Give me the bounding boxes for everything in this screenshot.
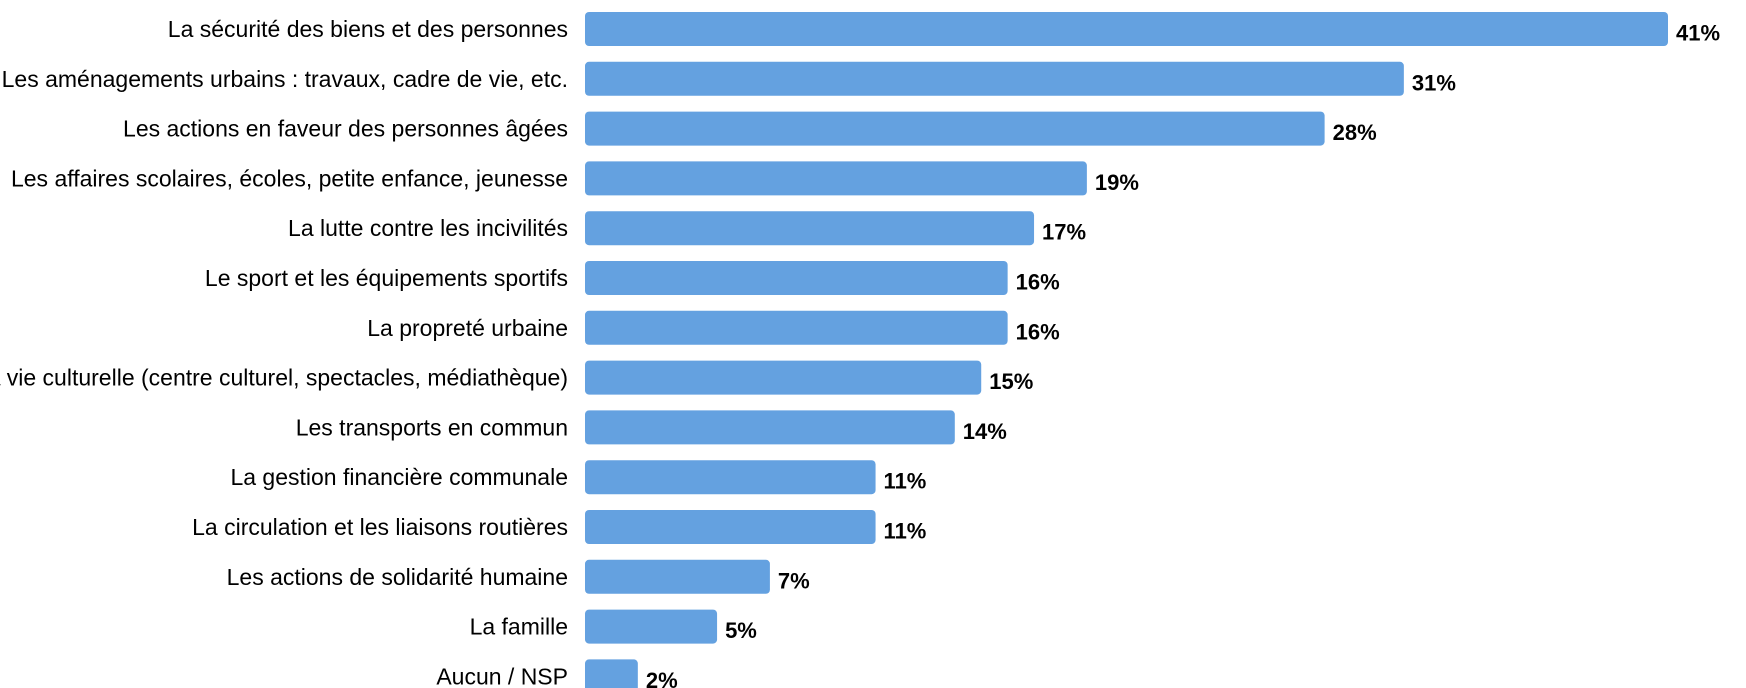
bar: [585, 61, 1404, 96]
bar: [585, 111, 1325, 146]
value-label: 11%: [884, 519, 927, 544]
value-label: 16%: [1016, 319, 1060, 344]
category-label: La famille: [470, 614, 568, 640]
category-label: La circulation et les liaisons routières: [192, 514, 568, 540]
category-label: Aucun / NSP: [436, 663, 568, 688]
category-label: Les transports en commun: [296, 414, 568, 440]
category-label: La vie culturelle (centre culturel, spec…: [0, 365, 568, 391]
value-label: 5%: [725, 618, 757, 643]
category-label: La propreté urbaine: [367, 315, 568, 341]
category-label: Le sport et les équipements sportifs: [205, 265, 568, 291]
bar: [585, 559, 770, 594]
value-label: 28%: [1333, 120, 1377, 145]
bar-row: Les affaires scolaires, écoles, petite e…: [11, 161, 1139, 196]
bar-row: La propreté urbaine 16%: [367, 310, 1060, 345]
bar: [585, 609, 718, 644]
value-label: 11%: [884, 469, 927, 494]
bar-row: Les actions de solidarité humaine 7%: [227, 559, 810, 594]
bar-row: Aucun / NSP 2%: [436, 659, 678, 688]
value-label: 14%: [963, 419, 1007, 444]
bar-row: Les aménagements urbains : travaux, cadr…: [2, 61, 1456, 96]
bar: [585, 360, 982, 395]
category-label: Les aménagements urbains : travaux, cadr…: [2, 66, 568, 92]
bar: [585, 410, 955, 445]
category-label: La lutte contre les incivilités: [288, 215, 568, 241]
bar: [585, 261, 1008, 295]
bar: [585, 211, 1035, 246]
value-label: 7%: [778, 568, 810, 593]
bar: [585, 161, 1087, 196]
category-label: La sécurité des biens et des personnes: [168, 16, 568, 42]
value-label: 19%: [1095, 170, 1139, 195]
value-label: 41%: [1676, 21, 1720, 46]
value-label: 17%: [1042, 220, 1086, 245]
bar-row: Les actions en faveur des personnes âgée…: [123, 111, 1377, 146]
value-label: 31%: [1412, 70, 1456, 95]
value-label: 16%: [1016, 270, 1060, 295]
bar-row: La circulation et les liaisons routières…: [192, 510, 926, 544]
bar-row: La gestion financière communale 11%: [230, 460, 927, 495]
bar-row: Les transports en commun 14%: [296, 410, 1007, 445]
value-label: 15%: [989, 369, 1033, 394]
bar: [585, 460, 876, 495]
bar: [585, 510, 876, 544]
category-label: La gestion financière communale: [230, 464, 568, 490]
bar: [585, 310, 1008, 345]
category-label: Les affaires scolaires, écoles, petite e…: [11, 165, 568, 191]
category-label: Les actions de solidarité humaine: [227, 564, 568, 590]
value-label: 2%: [646, 668, 678, 688]
bar-row: Le sport et les équipements sportifs 16%: [205, 261, 1060, 295]
bar-row: La famille 5%: [470, 609, 757, 644]
bar: [585, 12, 1668, 46]
category-label: Les actions en faveur des personnes âgée…: [123, 116, 568, 142]
bar-row: La lutte contre les incivilités 17%: [288, 211, 1086, 246]
bar-row: La sécurité des biens et des personnes 41…: [168, 12, 1720, 46]
bar-row: La vie culturelle (centre culturel, spec…: [0, 360, 1033, 395]
bar: [585, 659, 638, 688]
